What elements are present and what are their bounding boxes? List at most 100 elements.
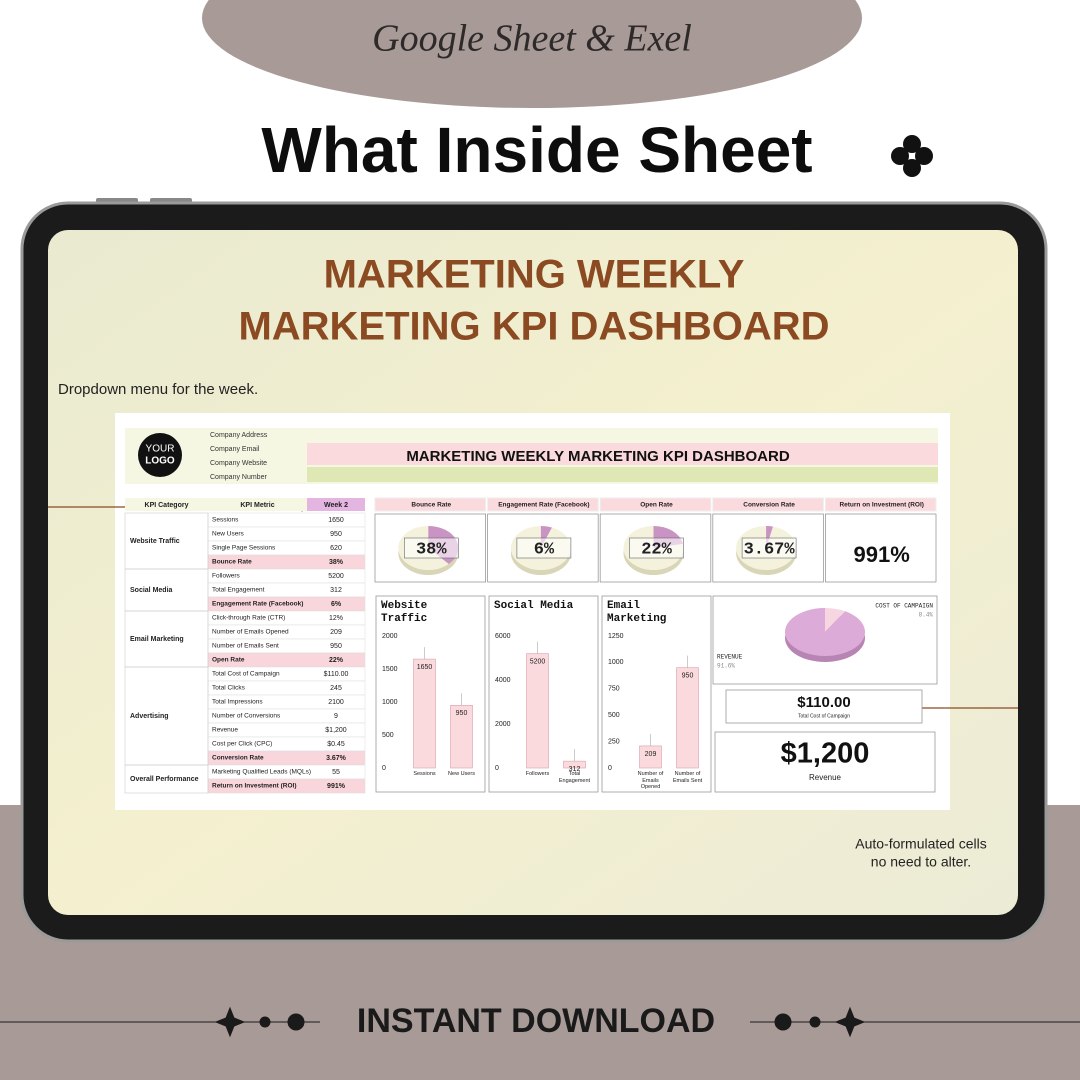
table-header: KPI Metric [240,502,274,509]
y-tick-label: 0 [382,765,386,772]
kpi-header-bg [599,497,712,512]
company-line: Company Number [210,474,267,481]
metric-value: 950 [330,531,342,538]
note: Auto-formulated cells [855,836,987,852]
pie-label: REVENUE [717,654,743,661]
top-ellipse [202,0,862,108]
y-tick-label: 0 [608,765,612,772]
category: Social Media [130,587,173,594]
metric: Total Clicks [212,685,246,692]
x-tick-label-box: Sessions [413,771,435,777]
green-band [307,467,938,482]
y-tick-label: 6000 [495,633,511,640]
gauge-label-bg [403,537,459,559]
metric-value: $0.45 [327,741,345,748]
x-tick-label: Followers [525,771,550,777]
kpi-box [825,513,937,583]
y-tick-label: 1500 [382,666,398,673]
data-label: 950 [456,710,468,717]
metric: Number of Emails Opened [212,629,289,636]
script-title: Google Sheet & Exel [372,18,692,60]
metric-value: 3.67% [326,755,347,762]
y-tick-label: 1000 [608,659,624,666]
bar [413,658,436,769]
gauge-label: 3.67% [744,540,796,559]
company-line: Company Email [210,446,260,453]
metric: Total Cost of Campaign [212,671,280,678]
kpi-header-bg [374,497,487,512]
data-label: 209 [645,751,657,758]
kpi-header: Bounce Rate [411,502,451,509]
data-label: 5200 [530,658,546,665]
kpi-header-bg [824,497,937,512]
metric: Sessions [212,517,239,524]
y-tick-label: 2000 [495,721,511,728]
chart-title: Email Marketing [607,600,667,625]
card [725,689,923,724]
heading: MARKETING KPI DASHBOARD [238,305,829,349]
x-tick-label: Total Engagement [558,771,591,784]
card-label: Total Cost of Campaign [798,713,850,719]
y-tick-label: 4000 [495,677,511,684]
metric-value: $1,200 [325,727,347,734]
metric: New Users [212,531,245,538]
data-label: 950 [682,673,694,680]
bar [526,653,549,769]
metric: Conversion Rate [212,755,264,762]
category: Advertising [130,713,169,720]
note: no need to alter. [871,854,971,870]
y-tick-label: 2000 [382,633,398,640]
x-tick-label-box: New Users [448,771,475,777]
pie-slice [785,608,866,656]
metric-value: 991% [327,783,346,790]
sheet-title: MARKETING WEEKLY MARKETING KPI DASHBOARD [406,448,790,465]
y-tick-label: 500 [382,732,394,739]
logo-text: LOGO [145,456,175,467]
metric: Marketing Qualified Leads (MQLs) [212,769,311,776]
roi-value: 991% [854,542,910,567]
kpi-header: Return on Investment (ROI) [839,502,924,509]
metric-value: 38% [329,559,344,566]
metric-value: 1650 [328,517,344,524]
gauge-label-bg [516,537,572,559]
metric-value: 620 [330,545,342,552]
card-label: Revenue [809,773,842,782]
y-tick-label: 250 [608,738,620,745]
y-tick-label: 1250 [608,633,624,640]
kpi-header-bg [487,497,599,512]
metric: Cost per Click (CPC) [212,741,272,748]
pie-value: 91.6% [717,663,735,670]
y-tick-label: 750 [608,686,620,693]
metric: Single Page Sessions [212,545,276,552]
data-label: 1650 [417,664,433,671]
footer-decoration [0,1006,1080,1038]
metric-value: 209 [330,629,342,636]
metric: Number of Conversions [212,713,281,720]
metric: Click-through Rate (CTR) [212,615,285,622]
metric: Revenue [212,727,238,734]
x-tick-label: New Users [448,771,475,777]
chart-title: Social Media [494,600,574,612]
metric: Number of Emails Sent [212,643,279,650]
metric-value: 312 [330,587,342,594]
category: Website Traffic [130,538,180,545]
y-tick-label: 500 [608,712,620,719]
x-tick-label-box: Followers [525,771,550,777]
metric-value: 22% [329,657,344,664]
metric: Engagement Rate (Facebook) [212,601,303,608]
main-title: What Inside Sheet [261,114,812,186]
x-tick-label-box: Number of Emails Opened [638,771,664,790]
clover-icon [891,135,933,177]
chart-title-box: Website Traffic [381,600,427,625]
footer-bg [320,1000,750,1044]
card [714,731,936,793]
metric: Total Engagement [212,587,265,594]
y-tick-label: 1000 [382,699,398,706]
chart-title-box: Social Media [494,600,574,612]
metric-value: 2100 [328,699,344,706]
gauge-label-bg [629,537,684,559]
table-header: Week 2 [324,502,348,509]
metric: Followers [212,573,241,580]
kpi-header: Conversion Rate [743,502,795,509]
